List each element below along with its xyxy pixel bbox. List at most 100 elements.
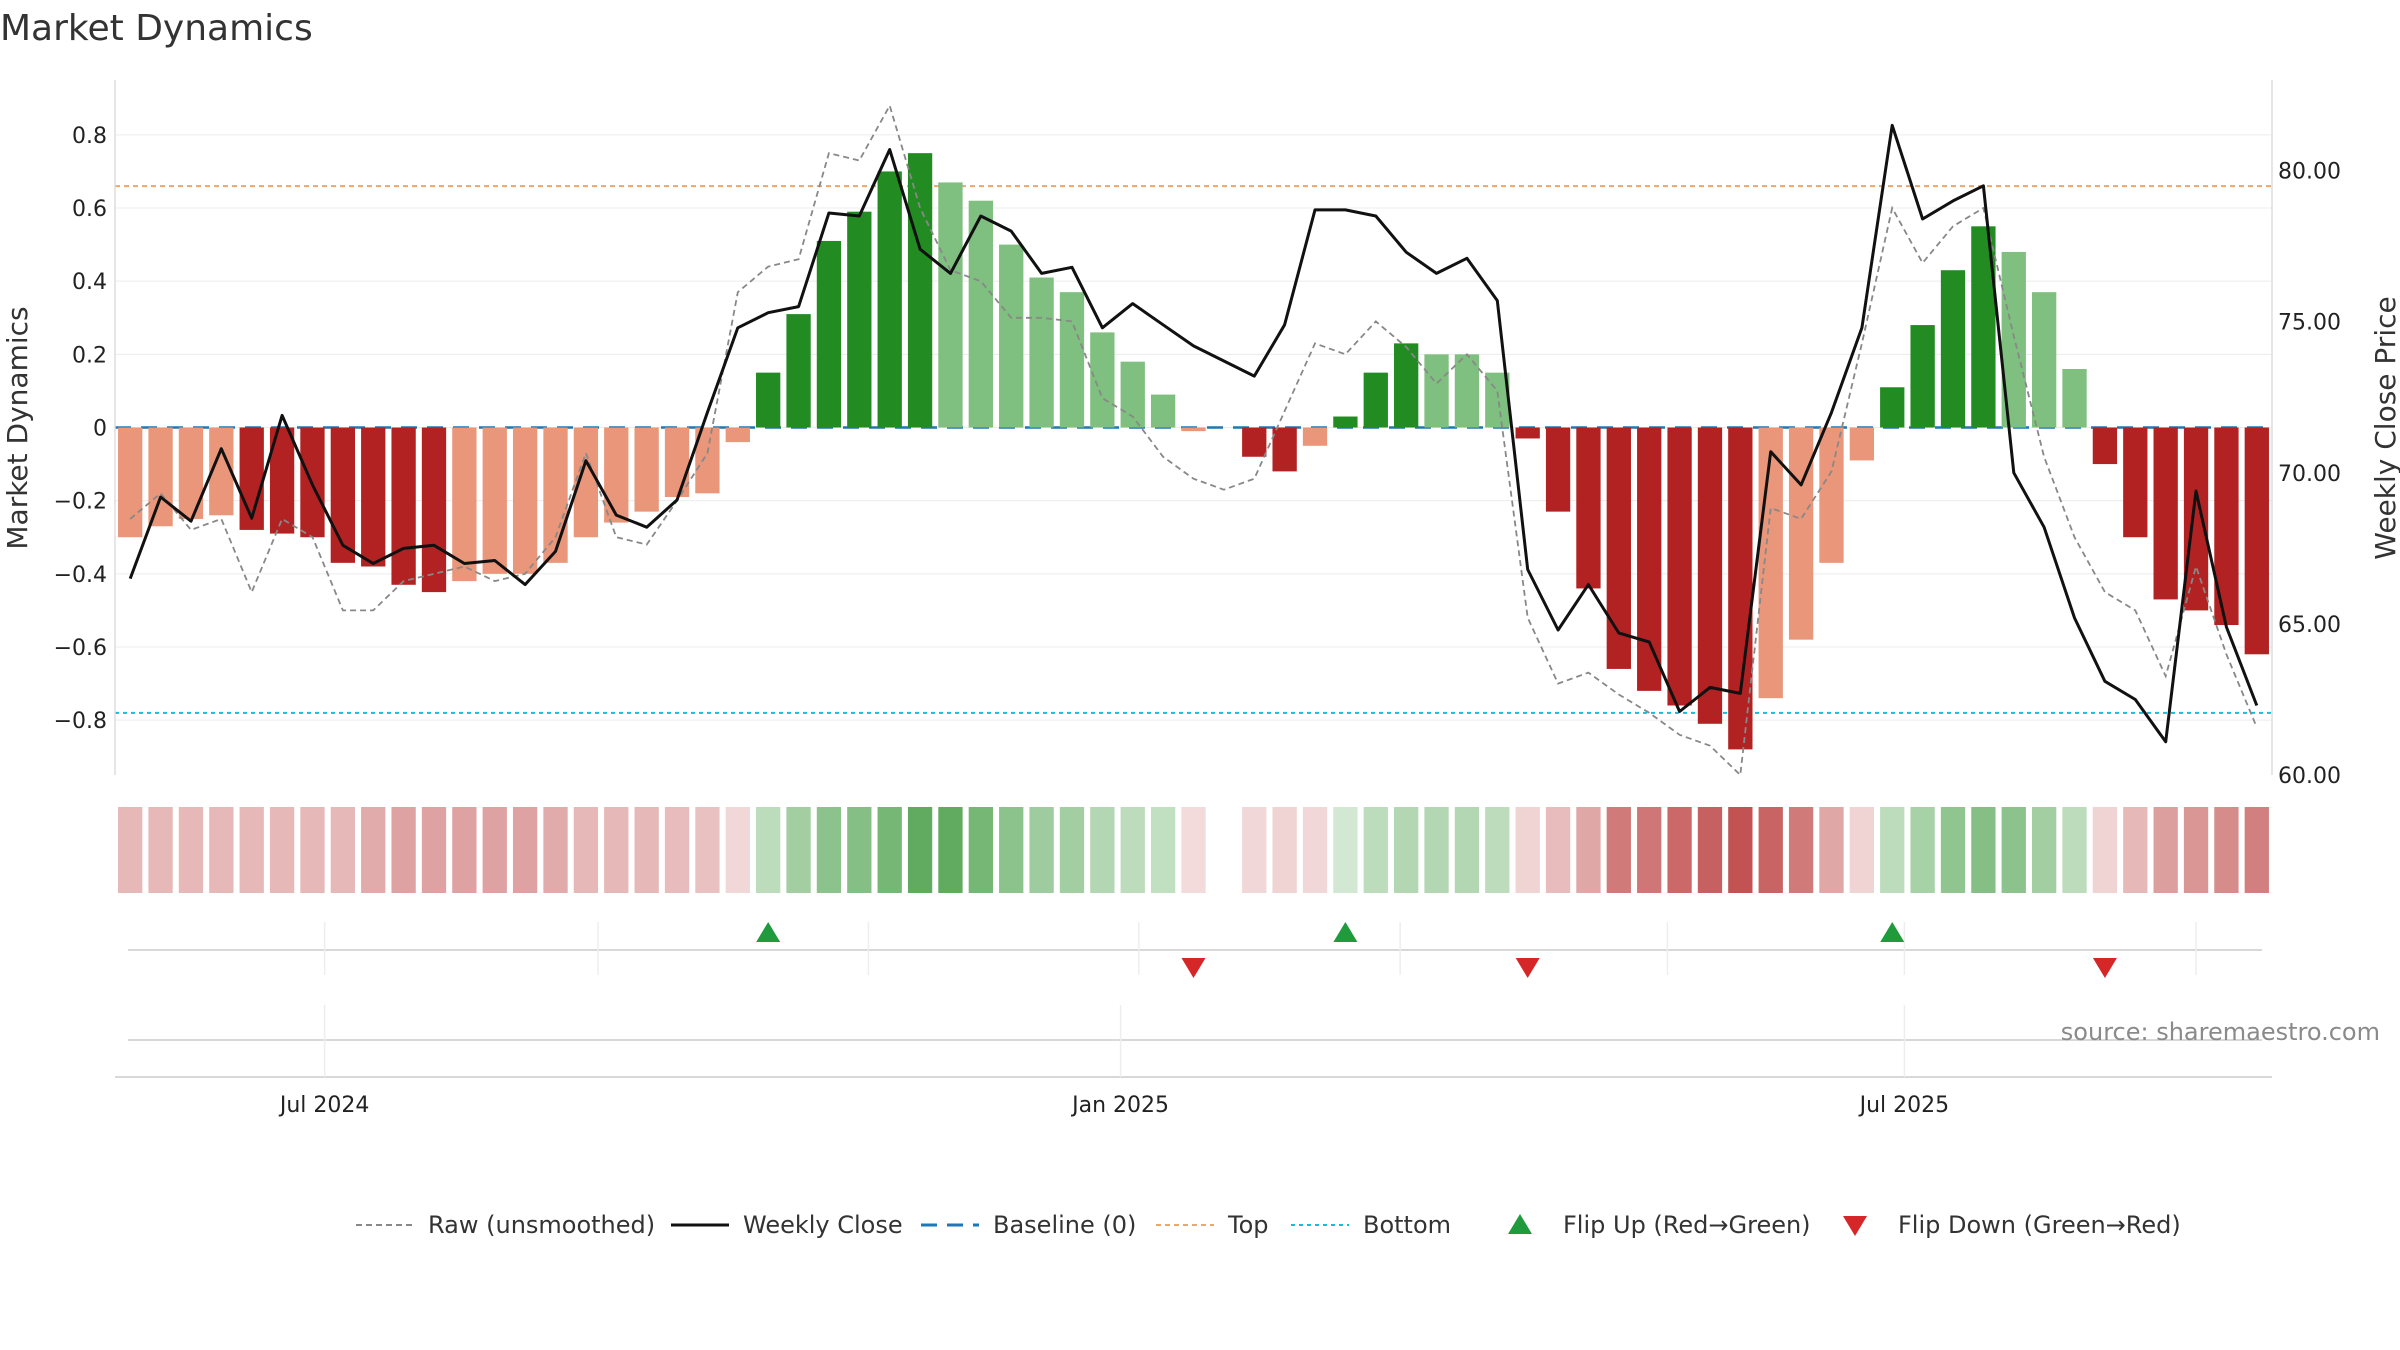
strip-cell-46 (1515, 807, 1540, 893)
strip-cell-32 (1090, 807, 1115, 893)
strip-cell-62 (2001, 807, 2026, 893)
bar-18 (664, 427, 690, 497)
legend: Raw (unsmoothed) Weekly Close Baseline (0)… (356, 1211, 2181, 1239)
flip-up-marker-0 (756, 922, 781, 942)
strip-cell-25 (877, 807, 902, 893)
strip-cell-66 (2123, 807, 2148, 893)
legend-item-4: Bottom (1291, 1211, 1451, 1239)
legend-label-1: Weekly Close (743, 1211, 903, 1239)
strip-cell-58 (1880, 807, 1905, 893)
bar-24 (847, 211, 872, 428)
strip-cell-55 (1788, 807, 1814, 893)
bar-23 (816, 240, 842, 428)
legend-item-5: Flip Up (Red→Green) (1508, 1211, 1811, 1239)
strip-cell-34 (1150, 807, 1176, 893)
y-tick-label-6: −0.4 (54, 563, 107, 588)
x-tick-label-2: Jul 2025 (1858, 1093, 1950, 1118)
strip-cell-43 (1424, 807, 1449, 893)
bar-26 (907, 153, 933, 428)
strip-cell-63 (2031, 807, 2057, 893)
strip-cell-35 (1181, 807, 1206, 893)
bar-54 (1758, 427, 1783, 699)
strip-cell-64 (2062, 807, 2087, 893)
bar-25 (877, 171, 902, 428)
y-tick-label-1: 0.6 (72, 197, 107, 222)
legend-item-0: Raw (unsmoothed) (356, 1211, 655, 1239)
bar-series (118, 153, 2269, 750)
bar-12 (482, 427, 507, 574)
strip-cell-31 (1059, 807, 1085, 893)
bar-53 (1728, 427, 1753, 750)
bar-32 (1090, 332, 1115, 428)
bar-1 (148, 427, 173, 527)
strip-cell-6 (300, 807, 325, 893)
bar-21 (756, 372, 781, 428)
strip-cell-2 (178, 807, 204, 893)
bar-14 (543, 427, 568, 563)
bar-57 (1849, 427, 1875, 461)
bar-59 (1910, 325, 1935, 428)
bar-4 (239, 427, 264, 530)
weekly-close-line (128, 123, 2259, 744)
legend-label-0: Raw (unsmoothed) (428, 1211, 655, 1239)
strip-cell-20 (725, 807, 750, 893)
bar-46 (1515, 427, 1540, 439)
strip-cell-67 (2153, 807, 2178, 893)
bar-55 (1788, 427, 1814, 640)
legend-swatch-flip-up (1508, 1214, 1532, 1234)
strip-cell-14 (543, 807, 568, 893)
time-axis: Jul 2024 Jan 2025 Jul 2025 (115, 1005, 2272, 1118)
strip-cell-23 (816, 807, 842, 893)
strip-cell-30 (1029, 807, 1054, 893)
bar-52 (1697, 427, 1723, 724)
strip-cell-11 (452, 807, 477, 893)
bar-64 (2062, 368, 2087, 428)
raw-series-line (129, 103, 2258, 777)
y-axis-label-right: Weekly Close Price (2369, 296, 2400, 559)
strip-cell-57 (1849, 807, 1875, 893)
bar-30 (1029, 277, 1054, 428)
strip-cell-5 (269, 807, 295, 893)
chart-title: Market Dynamics (0, 8, 313, 49)
y-tick-label-4: 0 (93, 417, 107, 442)
bar-65 (2092, 427, 2118, 465)
strip-cell-60 (1940, 807, 1966, 893)
strip-cell-7 (330, 807, 356, 893)
strip-cell-29 (999, 807, 1024, 893)
bar-51 (1667, 427, 1692, 706)
strip-cell-10 (421, 807, 447, 893)
legend-label-5: Flip Up (Red→Green) (1563, 1211, 1811, 1239)
strip-cell-48 (1576, 807, 1601, 893)
bar-40 (1333, 416, 1358, 428)
bar-28 (968, 200, 993, 428)
flip-down-marker-1 (1515, 958, 1540, 978)
line-series (128, 103, 2259, 777)
bar-39 (1302, 427, 1328, 446)
bar-68 (2183, 427, 2209, 611)
strip-cell-54 (1758, 807, 1783, 893)
strip-cell-47 (1545, 807, 1571, 893)
bar-63 (2031, 292, 2057, 428)
bar-70 (2244, 427, 2269, 655)
strip-cell-17 (634, 807, 659, 893)
strip-cell-40 (1333, 807, 1358, 893)
flip-down-marker-2 (2092, 958, 2117, 978)
y-right-tick-label-2: 70.00 (2278, 462, 2341, 487)
strip-cell-13 (512, 807, 538, 893)
bar-35 (1181, 427, 1206, 432)
bar-38 (1272, 427, 1297, 472)
bar-20 (725, 427, 750, 443)
strip-cell-21 (756, 807, 781, 893)
y-right-tick-label-1: 75.00 (2278, 311, 2341, 336)
x-tick-label-0: Jul 2024 (278, 1093, 370, 1118)
strip-cell-38 (1272, 807, 1297, 893)
strip-cell-16 (604, 807, 629, 893)
bar-66 (2123, 427, 2148, 538)
strip-cell-51 (1667, 807, 1692, 893)
strip-cell-18 (664, 807, 690, 893)
strip-cell-9 (391, 807, 416, 893)
strip-cell-27 (938, 807, 963, 893)
bar-2 (178, 427, 204, 519)
strip-cell-42 (1394, 807, 1419, 893)
